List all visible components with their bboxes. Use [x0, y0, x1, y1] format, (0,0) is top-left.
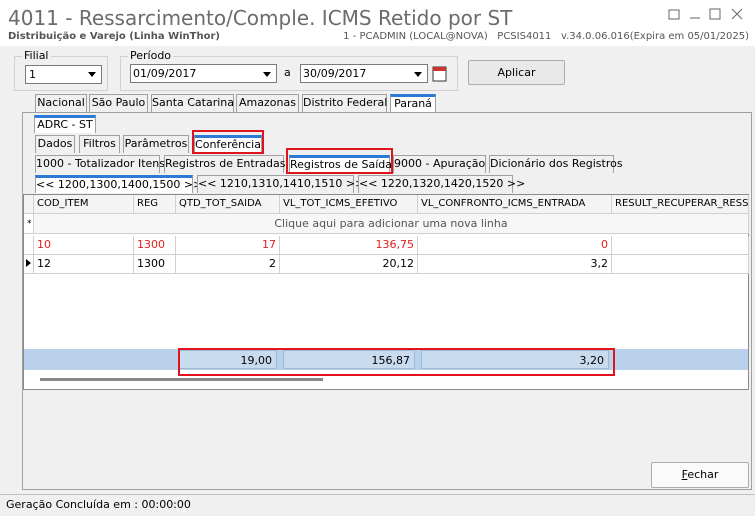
grid-cell[interactable]: 2: [176, 255, 280, 274]
tab[interactable]: ADRC - ST: [34, 115, 96, 133]
tab[interactable]: << 1200,1300,1400,1500 >>: [35, 175, 202, 193]
column-header[interactable]: VL_TOT_ICMS_EFETIVO: [280, 195, 418, 214]
tab[interactable]: Santa Catarina: [151, 94, 234, 112]
restore-icon[interactable]: [668, 9, 680, 20]
highlight-box: [178, 348, 615, 376]
column-header[interactable]: COD_ITEM: [34, 195, 134, 214]
grid-cell[interactable]: 20,12: [280, 255, 418, 274]
close-icon[interactable]: [731, 8, 743, 20]
tab[interactable]: Distrito Federal: [302, 94, 387, 112]
tab[interactable]: Registros de Saídas: [289, 155, 398, 173]
total-cell: 156,87: [283, 350, 415, 369]
tab[interactable]: Dicionário dos Registros: [489, 155, 623, 173]
tab[interactable]: Dados: [35, 135, 75, 153]
date-from-arrow[interactable]: [263, 72, 271, 77]
calendar-top[interactable]: [433, 67, 446, 71]
calendar-icon[interactable]: [431, 64, 449, 83]
grid-cell[interactable]: 3,2: [418, 255, 612, 274]
window-controls[interactable]: [660, 6, 750, 24]
tab[interactable]: << 1210,1310,1410,1510 >>: [197, 175, 364, 193]
column-header[interactable]: REG: [134, 195, 176, 214]
grid-cell[interactable]: 1300: [134, 255, 176, 274]
tab[interactable]: Nacional: [35, 94, 87, 112]
column-header[interactable]: RESULT_RECUPERAR_RESS: [612, 195, 749, 214]
empty-cell[interactable]: [612, 255, 749, 274]
filial-label: Filial: [22, 49, 51, 62]
tab[interactable]: Registros de Entradas: [164, 155, 285, 173]
date-from[interactable]: 01/09/2017: [130, 64, 277, 83]
new-row-marker: *: [24, 214, 34, 234]
date-separator: a: [284, 66, 291, 79]
current-row-arrow: [26, 259, 31, 267]
new-row[interactable]: Clique aqui para adicionar uma nova linh…: [34, 214, 749, 234]
row-indicator: [24, 236, 34, 255]
tab[interactable]: Amazonas: [236, 94, 299, 112]
row-indicator-col: [24, 195, 34, 214]
grid-cell[interactable]: 10: [34, 236, 134, 255]
filial-arrow[interactable]: [88, 72, 96, 77]
date-to-arrow[interactable]: [414, 72, 422, 77]
h-scrollbar[interactable]: [40, 378, 323, 381]
tab[interactable]: Parâmetros: [123, 135, 189, 153]
filial-combo[interactable]: 1: [25, 65, 102, 84]
tab[interactable]: Filtros: [79, 135, 120, 153]
dropdown-arrows: [88, 72, 422, 77]
row-indicator: [24, 255, 34, 274]
grid-cell[interactable]: 0: [418, 236, 612, 255]
window-subtitle: Distribuição e Varejo (Linha WinThor): [8, 31, 220, 42]
grid-cell[interactable]: 12: [34, 255, 134, 274]
total-cell: 19,00: [179, 350, 277, 369]
apply-button[interactable]: Aplicar: [468, 60, 565, 85]
filial-group: [14, 56, 108, 91]
status-bar: Geração Concluída em : 00:00:00: [0, 494, 755, 516]
tab[interactable]: Conferência: [194, 135, 262, 153]
total-cell: 3,20: [421, 350, 609, 369]
highlight-box: [286, 148, 393, 174]
date-to[interactable]: 30/09/2017: [300, 64, 428, 83]
tab[interactable]: 9000 - Apuração: [393, 155, 486, 173]
tab[interactable]: << 1220,1320,1420,1520 >>: [358, 175, 525, 193]
tab[interactable]: Paraná: [390, 94, 436, 112]
maximize-icon[interactable]: [709, 8, 721, 20]
grid-cell[interactable]: 1300: [134, 236, 176, 255]
window-title: 4011 - Ressarcimento/Comple. ICMS Retido…: [8, 6, 513, 30]
periodo-group: [120, 56, 458, 91]
tab[interactable]: São Paulo: [89, 94, 148, 112]
title-bar: [0, 0, 755, 46]
grid-cell[interactable]: 17: [176, 236, 280, 255]
highlight-box: [192, 130, 264, 154]
periodo-label: Período: [128, 49, 174, 62]
empty-cell[interactable]: [612, 236, 749, 255]
close-button[interactable]: Fechar: [651, 462, 749, 488]
column-header[interactable]: VL_CONFRONTO_ICMS_ENTRADA: [418, 195, 612, 214]
grid-cell[interactable]: 136,75: [280, 236, 418, 255]
tab[interactable]: 1000 - Totalizador Itens: [35, 155, 165, 173]
window-info: 1 - PCADMIN (LOCAL@NOVA) PCSIS4011 v.34.…: [343, 31, 749, 42]
column-header[interactable]: QTD_TOT_SAIDA: [176, 195, 280, 214]
